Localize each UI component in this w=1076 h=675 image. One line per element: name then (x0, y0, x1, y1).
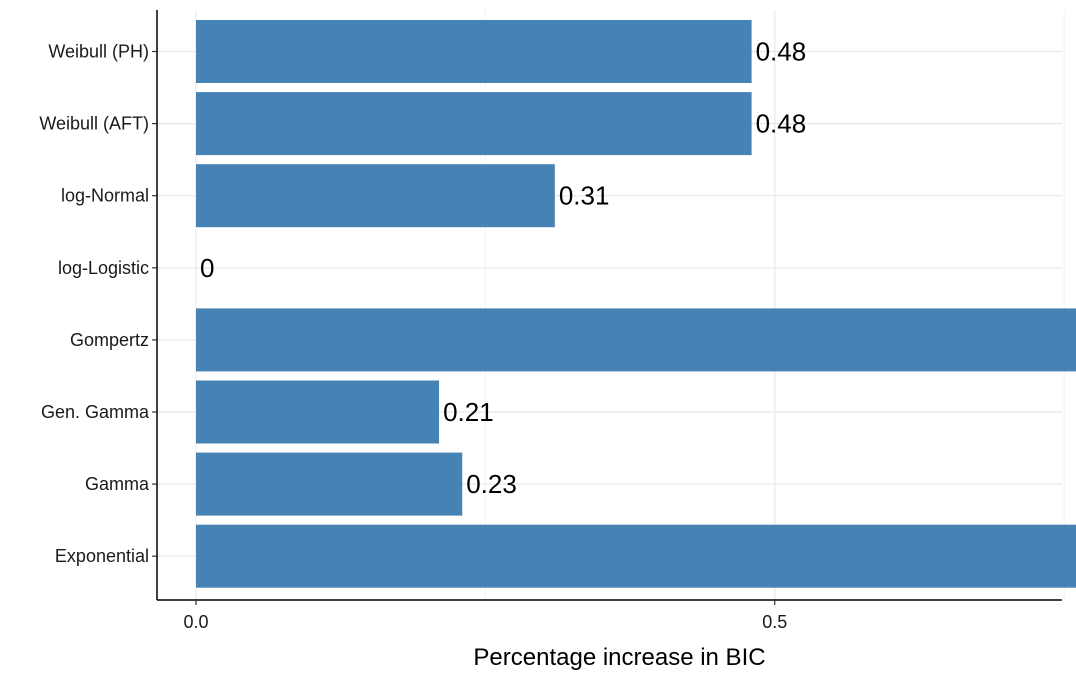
y-tick-label: Weibull (PH) (48, 42, 149, 62)
bar (196, 452, 463, 516)
y-tick-label: Gamma (85, 474, 150, 494)
y-tick-label: log-Logistic (58, 258, 149, 278)
bar (196, 20, 752, 83)
bar (196, 380, 440, 444)
bar (196, 308, 1076, 372)
y-tick-label: Gompertz (70, 330, 149, 350)
axes-group (152, 10, 1062, 605)
x-tick-label: 0.0 (183, 612, 208, 632)
data-label: 0.48 (756, 37, 807, 67)
bar (196, 164, 555, 228)
tick-labels-group: Weibull (PH) Weibull (AFT) log-Normal log-… (39, 42, 787, 633)
y-tick-label: Gen. Gamma (41, 402, 150, 422)
data-label: 0.21 (443, 397, 494, 427)
x-tick-label: 0.5 (762, 612, 787, 632)
data-labels-group: 0.480.480.3101.280.210.231.43 (200, 37, 807, 500)
bars-group (196, 20, 1076, 588)
data-label: 0.23 (466, 469, 517, 499)
data-label: 0.48 (756, 109, 807, 139)
data-label: 0.31 (559, 181, 610, 211)
bar (196, 524, 1076, 588)
x-axis-title: Percentage increase in BIC (473, 644, 765, 671)
y-tick-label: Weibull (AFT) (39, 114, 149, 134)
y-tick-label: Exponential (55, 546, 149, 566)
data-label: 0 (200, 253, 214, 283)
y-tick-label: log-Normal (61, 186, 149, 206)
bar (196, 92, 752, 156)
